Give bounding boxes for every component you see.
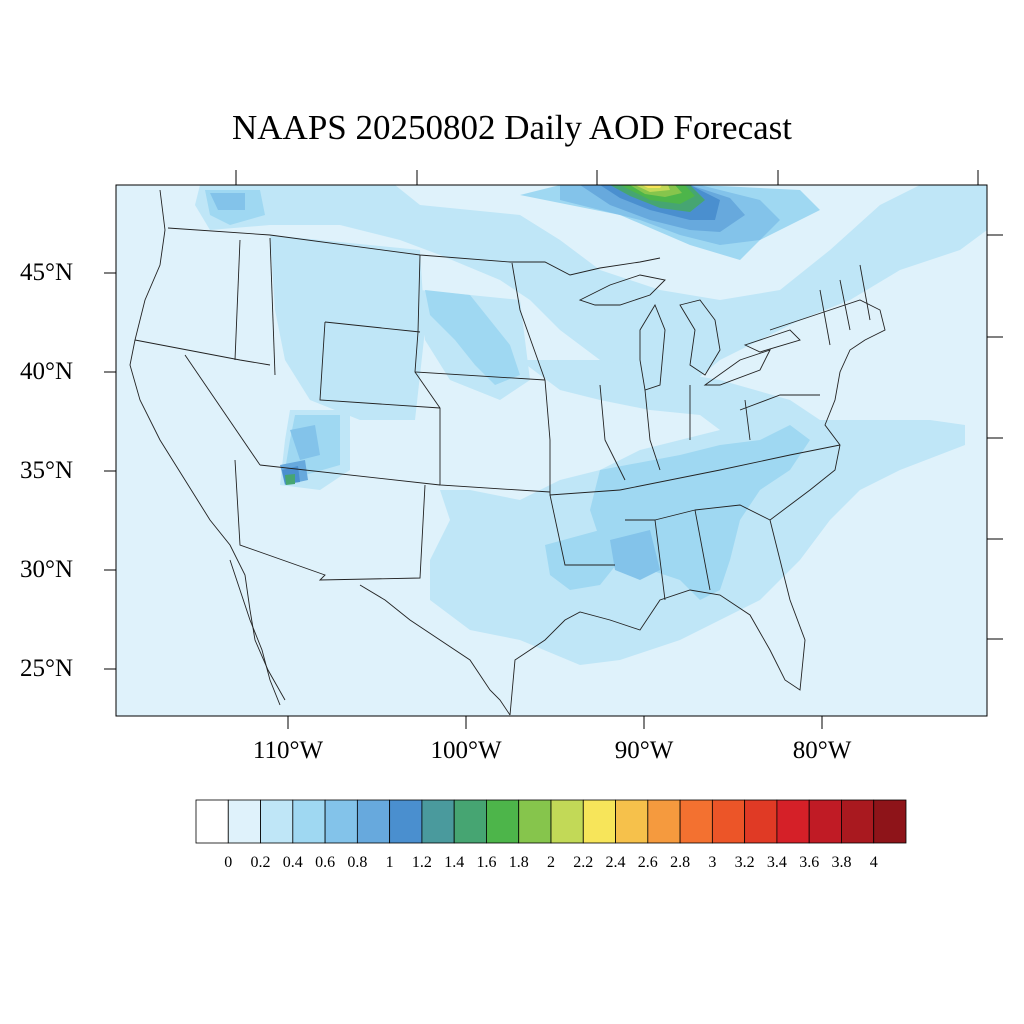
colorbar-tick-label: 3	[708, 854, 717, 871]
map-frame	[115, 184, 988, 717]
colorbar-tick-label: 0	[224, 854, 233, 871]
lat-label-35: 35°N	[20, 457, 74, 484]
colorbar-tick-label: 2.2	[573, 854, 594, 871]
colorbar-tick-label: 0.6	[315, 854, 336, 871]
colorbar-box	[389, 799, 423, 844]
colorbar-tick-label: 3.4	[766, 854, 787, 871]
colorbar	[195, 799, 907, 844]
colorbar-box	[776, 799, 810, 844]
colorbar-box	[873, 799, 907, 844]
colorbar-box	[421, 799, 455, 844]
colorbar-box	[292, 799, 326, 844]
colorbar-tick-label: 2	[547, 854, 555, 871]
colorbar-box	[453, 799, 487, 844]
colorbar-box	[615, 799, 649, 844]
colorbar-tick-label: 1.2	[411, 854, 432, 871]
colorbar-tick-label: 0.4	[282, 854, 303, 871]
colorbar-box	[486, 799, 520, 844]
lon-label-90w: 90°W	[614, 737, 674, 764]
colorbar-tick-label: 0.2	[250, 854, 271, 871]
lat-label-45: 45°N	[20, 259, 74, 286]
colorbar-box	[582, 799, 616, 844]
colorbar-tick-label: 2.8	[670, 854, 691, 871]
lat-label-30: 30°N	[20, 556, 74, 583]
colorbar-box	[711, 799, 746, 844]
colorbar-box	[744, 799, 778, 844]
colorbar-tick-label: 1.8	[508, 854, 529, 871]
colorbar-box	[647, 799, 681, 844]
colorbar-box	[356, 799, 391, 844]
colorbar-tick-label: 1	[385, 854, 394, 871]
lat-ticks	[104, 272, 116, 670]
colorbar-box	[227, 799, 261, 844]
colorbar-box	[518, 799, 552, 844]
map-title: NAAPS 20250802 Daily AOD Forecast	[232, 108, 792, 147]
lon-label-100w: 100°W	[430, 737, 502, 764]
top-ticks	[235, 170, 979, 185]
colorbar-tick-label: 3.8	[831, 854, 852, 871]
colorbar-tick-label: 3.2	[734, 854, 755, 871]
colorbar-box	[808, 799, 842, 844]
colorbar-box	[195, 799, 229, 844]
lat-label-25: 25°N	[20, 655, 74, 682]
lon-ticks	[287, 716, 823, 729]
colorbar-tick-label: 4	[869, 854, 878, 871]
colorbar-box	[679, 799, 713, 844]
coastline-and-borders	[129, 189, 886, 716]
colorbar-box	[260, 799, 294, 844]
right-ticks	[987, 234, 1003, 640]
colorbar-tick-label: 0.8	[347, 854, 368, 871]
lon-label-80w: 80°W	[792, 737, 852, 764]
colorbar-tick-label: 1.6	[476, 854, 497, 871]
lat-label-40: 40°N	[20, 358, 74, 385]
colorbar-tick-label: 1.4	[444, 854, 465, 871]
colorbar-tick-label: 2.4	[605, 854, 626, 871]
colorbar-box	[841, 799, 875, 844]
colorbar-box	[324, 799, 358, 844]
aod-field	[129, 185, 987, 716]
lon-label-110w: 110°W	[252, 737, 324, 764]
colorbar-tick-label: 3.6	[799, 854, 820, 871]
colorbar-box	[550, 799, 584, 844]
colorbar-tick-label: 2.6	[637, 854, 658, 871]
